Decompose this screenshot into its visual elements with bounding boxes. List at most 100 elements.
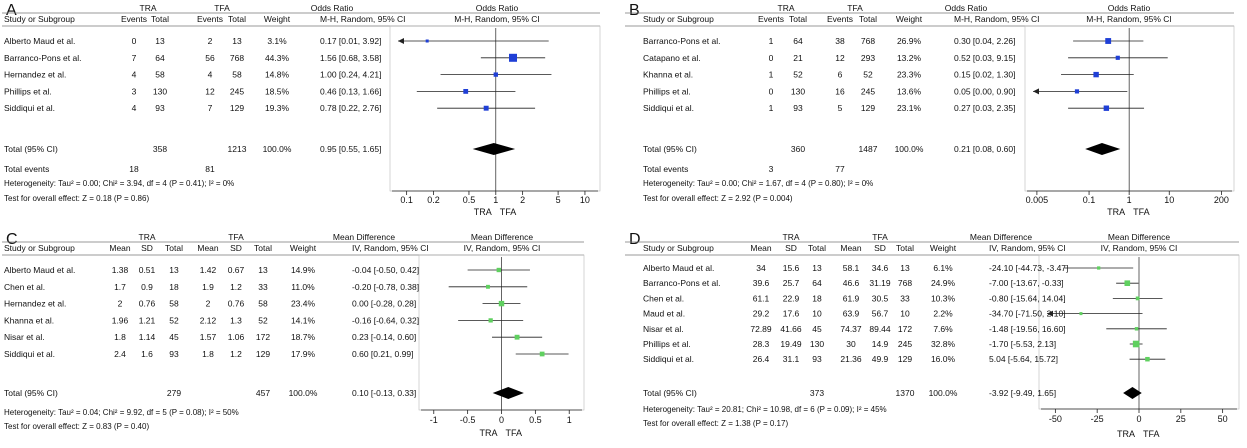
- panel-d-col-sd2: SD: [874, 243, 886, 253]
- panel-c-row-5-study-name: Nisar et al.: [4, 332, 45, 342]
- panel-c-tick-label-1: -1: [430, 415, 438, 425]
- panel-c-row-5-mean1: 1.8: [114, 332, 126, 342]
- panel-a-row-2-weight: 44.3%: [265, 53, 290, 63]
- panel-a-total-events-label: Total events: [4, 164, 49, 174]
- panel-a-total-n2: 1213: [228, 144, 247, 154]
- panel-d-row-6-point: [1132, 340, 1140, 348]
- panel-b-col-ci: M-H, Random, 95% CI: [954, 14, 1040, 24]
- panel-a-row-5-study-name: Siddiqui et al.: [4, 103, 55, 113]
- panel-c-row-6-mean1: 2.4: [114, 349, 126, 359]
- panel-d-total-label: Total (95% CI): [643, 388, 697, 398]
- panel-c-row-6-total1: 93: [169, 349, 179, 359]
- panel-d-row-5-point: [1134, 327, 1139, 331]
- panel-a-row-3-events2: 4: [208, 70, 213, 80]
- panel-a-row-4-total2: 245: [230, 86, 244, 96]
- panel-d-heterogeneity: Heterogeneity: Tau² = 20.81; Chi² = 10.9…: [643, 405, 887, 414]
- panel-b-total-events-label: Total events: [643, 164, 688, 174]
- panel-b-row-5-weight: 23.1%: [897, 103, 922, 113]
- panel-c-plot-effect-header: Mean Difference: [471, 232, 533, 242]
- panel-d-row-7-sd1: 31.1: [783, 354, 800, 364]
- panel-d-row-1-weight: 6.1%: [933, 263, 953, 273]
- panel-c-effect-header: Mean Difference: [333, 232, 395, 242]
- panel-c-row-1-weight: 14.9%: [291, 265, 316, 275]
- panel-c-label: C: [6, 231, 18, 248]
- panel-c-tick-label-4: 0.5: [529, 415, 542, 425]
- panel-d-row-1-sd2: 34.6: [872, 263, 889, 273]
- panel-a-row-2-events2: 56: [205, 53, 215, 63]
- panel-c-row-4-mean2: 2.12: [200, 315, 217, 325]
- panel-a-row-5-total1: 93: [155, 103, 165, 113]
- panel-b-row-3-point: [1093, 71, 1099, 78]
- panel-d-row-3-weight: 10.3%: [931, 293, 956, 303]
- panel-c-row-2-weight: 11.0%: [291, 282, 315, 292]
- panel-d-row-3-study-name: Chen et al.: [643, 293, 684, 303]
- panel-c-row-6-point: [539, 351, 545, 357]
- panel-c-tick-label-2: -0.5: [460, 415, 476, 425]
- panel-a-tick-label-7: 10: [580, 195, 590, 205]
- panel-d-row-6-sd1: 19.49: [780, 339, 802, 349]
- panel-c-row-3-point: [498, 300, 505, 307]
- panel-c-heterogeneity: Heterogeneity: Tau² = 0.04; Chi² = 9.92,…: [4, 408, 239, 417]
- panel-a-row-1-events1: 0: [132, 36, 137, 46]
- panel-b-overall-effect: Test for overall effect: Z = 2.92 (P = 0…: [643, 194, 793, 203]
- panel-a-plot-effect-header: Odds Ratio: [476, 3, 519, 13]
- panel-b-row-4-weight: 13.6%: [897, 86, 922, 96]
- panel-d-col-weight: Weight: [930, 243, 957, 253]
- panel-c-row-2-study-name: Chen et al.: [4, 282, 45, 292]
- panel-c-row-5-sd1: 1.14: [139, 332, 156, 342]
- panel-a-row-2-events1: 7: [132, 53, 137, 63]
- panel-b-group1-header: TRA: [778, 3, 795, 13]
- forest-plot-c: C TRA TFA Mean Difference Mean Difference IV,…: [0, 229, 615, 445]
- panel-d-effect-header: Mean Difference: [970, 232, 1032, 242]
- panel-d-row-1-point: [1097, 266, 1101, 270]
- panel-d-row-6-weight: 32.8%: [931, 339, 956, 349]
- panel-a-col-ci: M-H, Random, 95% CI: [320, 14, 406, 24]
- panel-b-row-2-weight: 13.2%: [897, 53, 922, 63]
- panel-c-row-2-mean1: 1.7: [114, 282, 126, 292]
- panel-b-row-3-weight: 23.3%: [897, 70, 922, 80]
- panel-b-row-2-study-name: Catapano et al.: [643, 53, 701, 63]
- panel-d-row-5-study-name: Nisar et al.: [643, 324, 684, 334]
- panel-c-row-5-total2: 172: [256, 332, 270, 342]
- panel-b-tick-label-1: 0.005: [1026, 195, 1049, 205]
- panel-b-heterogeneity: Heterogeneity: Tau² = 0.00; Chi² = 1.67,…: [643, 179, 873, 188]
- panel-a-row-4-total1: 130: [153, 86, 167, 96]
- panel-d-row-2-point: [1124, 280, 1131, 287]
- panel-c-col-total1: Total: [165, 243, 183, 253]
- panel-c-axis-group2-label: TFA: [506, 428, 523, 438]
- panel-c-row-2-point: [486, 284, 490, 289]
- panel-d-row-2-total2: 768: [898, 278, 912, 288]
- panel-c-total-n2: 457: [256, 388, 270, 398]
- panel-c-row-3-sd1: 0.76: [139, 299, 156, 309]
- panel-c-total-weight: 100.0%: [289, 388, 318, 398]
- panel-a-total-diamond: [472, 143, 516, 155]
- forest-plot-d: D TRA TFA Mean Difference Mean Difference IV,…: [623, 229, 1243, 445]
- panel-c-group2-header: TFA: [228, 232, 244, 242]
- panel-d-col-total1: Total: [808, 243, 826, 253]
- panel-d-axis-group1-label: TRA: [1117, 429, 1135, 439]
- panel-d-row-1-total1: 13: [812, 263, 822, 273]
- panel-b-row-2-events2: 12: [835, 53, 845, 63]
- panel-d-row-4-point: [1079, 312, 1083, 316]
- panel-b-row-4-total1: 130: [791, 86, 805, 96]
- panel-a-row-3-weight: 14.8%: [265, 70, 290, 80]
- panel-d-row-4-weight: 2.2%: [933, 309, 953, 319]
- panel-d-row-7-point: [1145, 356, 1150, 362]
- panel-d-row-4-mean1: 29.2: [753, 309, 770, 319]
- panel-d-row-3-sd1: 22.9: [783, 293, 800, 303]
- panel-d-tick-label-5: 50: [1218, 414, 1228, 424]
- panel-b-label: B: [629, 2, 640, 19]
- panel-a-col-total2: Total: [228, 14, 246, 24]
- panel-c-total-ci-text: 0.10 [-0.13, 0.33]: [352, 388, 416, 398]
- panel-c-col-study: Study or Subgroup: [4, 243, 75, 253]
- panel-a-row-3-total2: 58: [232, 70, 242, 80]
- panel-b-total-diamond: [1085, 143, 1121, 155]
- panel-b-total-events2: 77: [835, 164, 845, 174]
- panel-b-total-ci-text: 0.21 [0.08, 0.60]: [954, 144, 1015, 154]
- panel-d-row-6-ci-text: -1.70 [-5.53, 2.13]: [989, 339, 1056, 349]
- panel-a-col-total1: Total: [151, 14, 169, 24]
- panel-b-col-events2: Events: [827, 14, 853, 24]
- panel-d-row-6-mean2: 30: [846, 339, 856, 349]
- panel-a-row-4-study-name: Phillips et al.: [4, 86, 52, 96]
- panel-c-row-1-total1: 13: [169, 265, 179, 275]
